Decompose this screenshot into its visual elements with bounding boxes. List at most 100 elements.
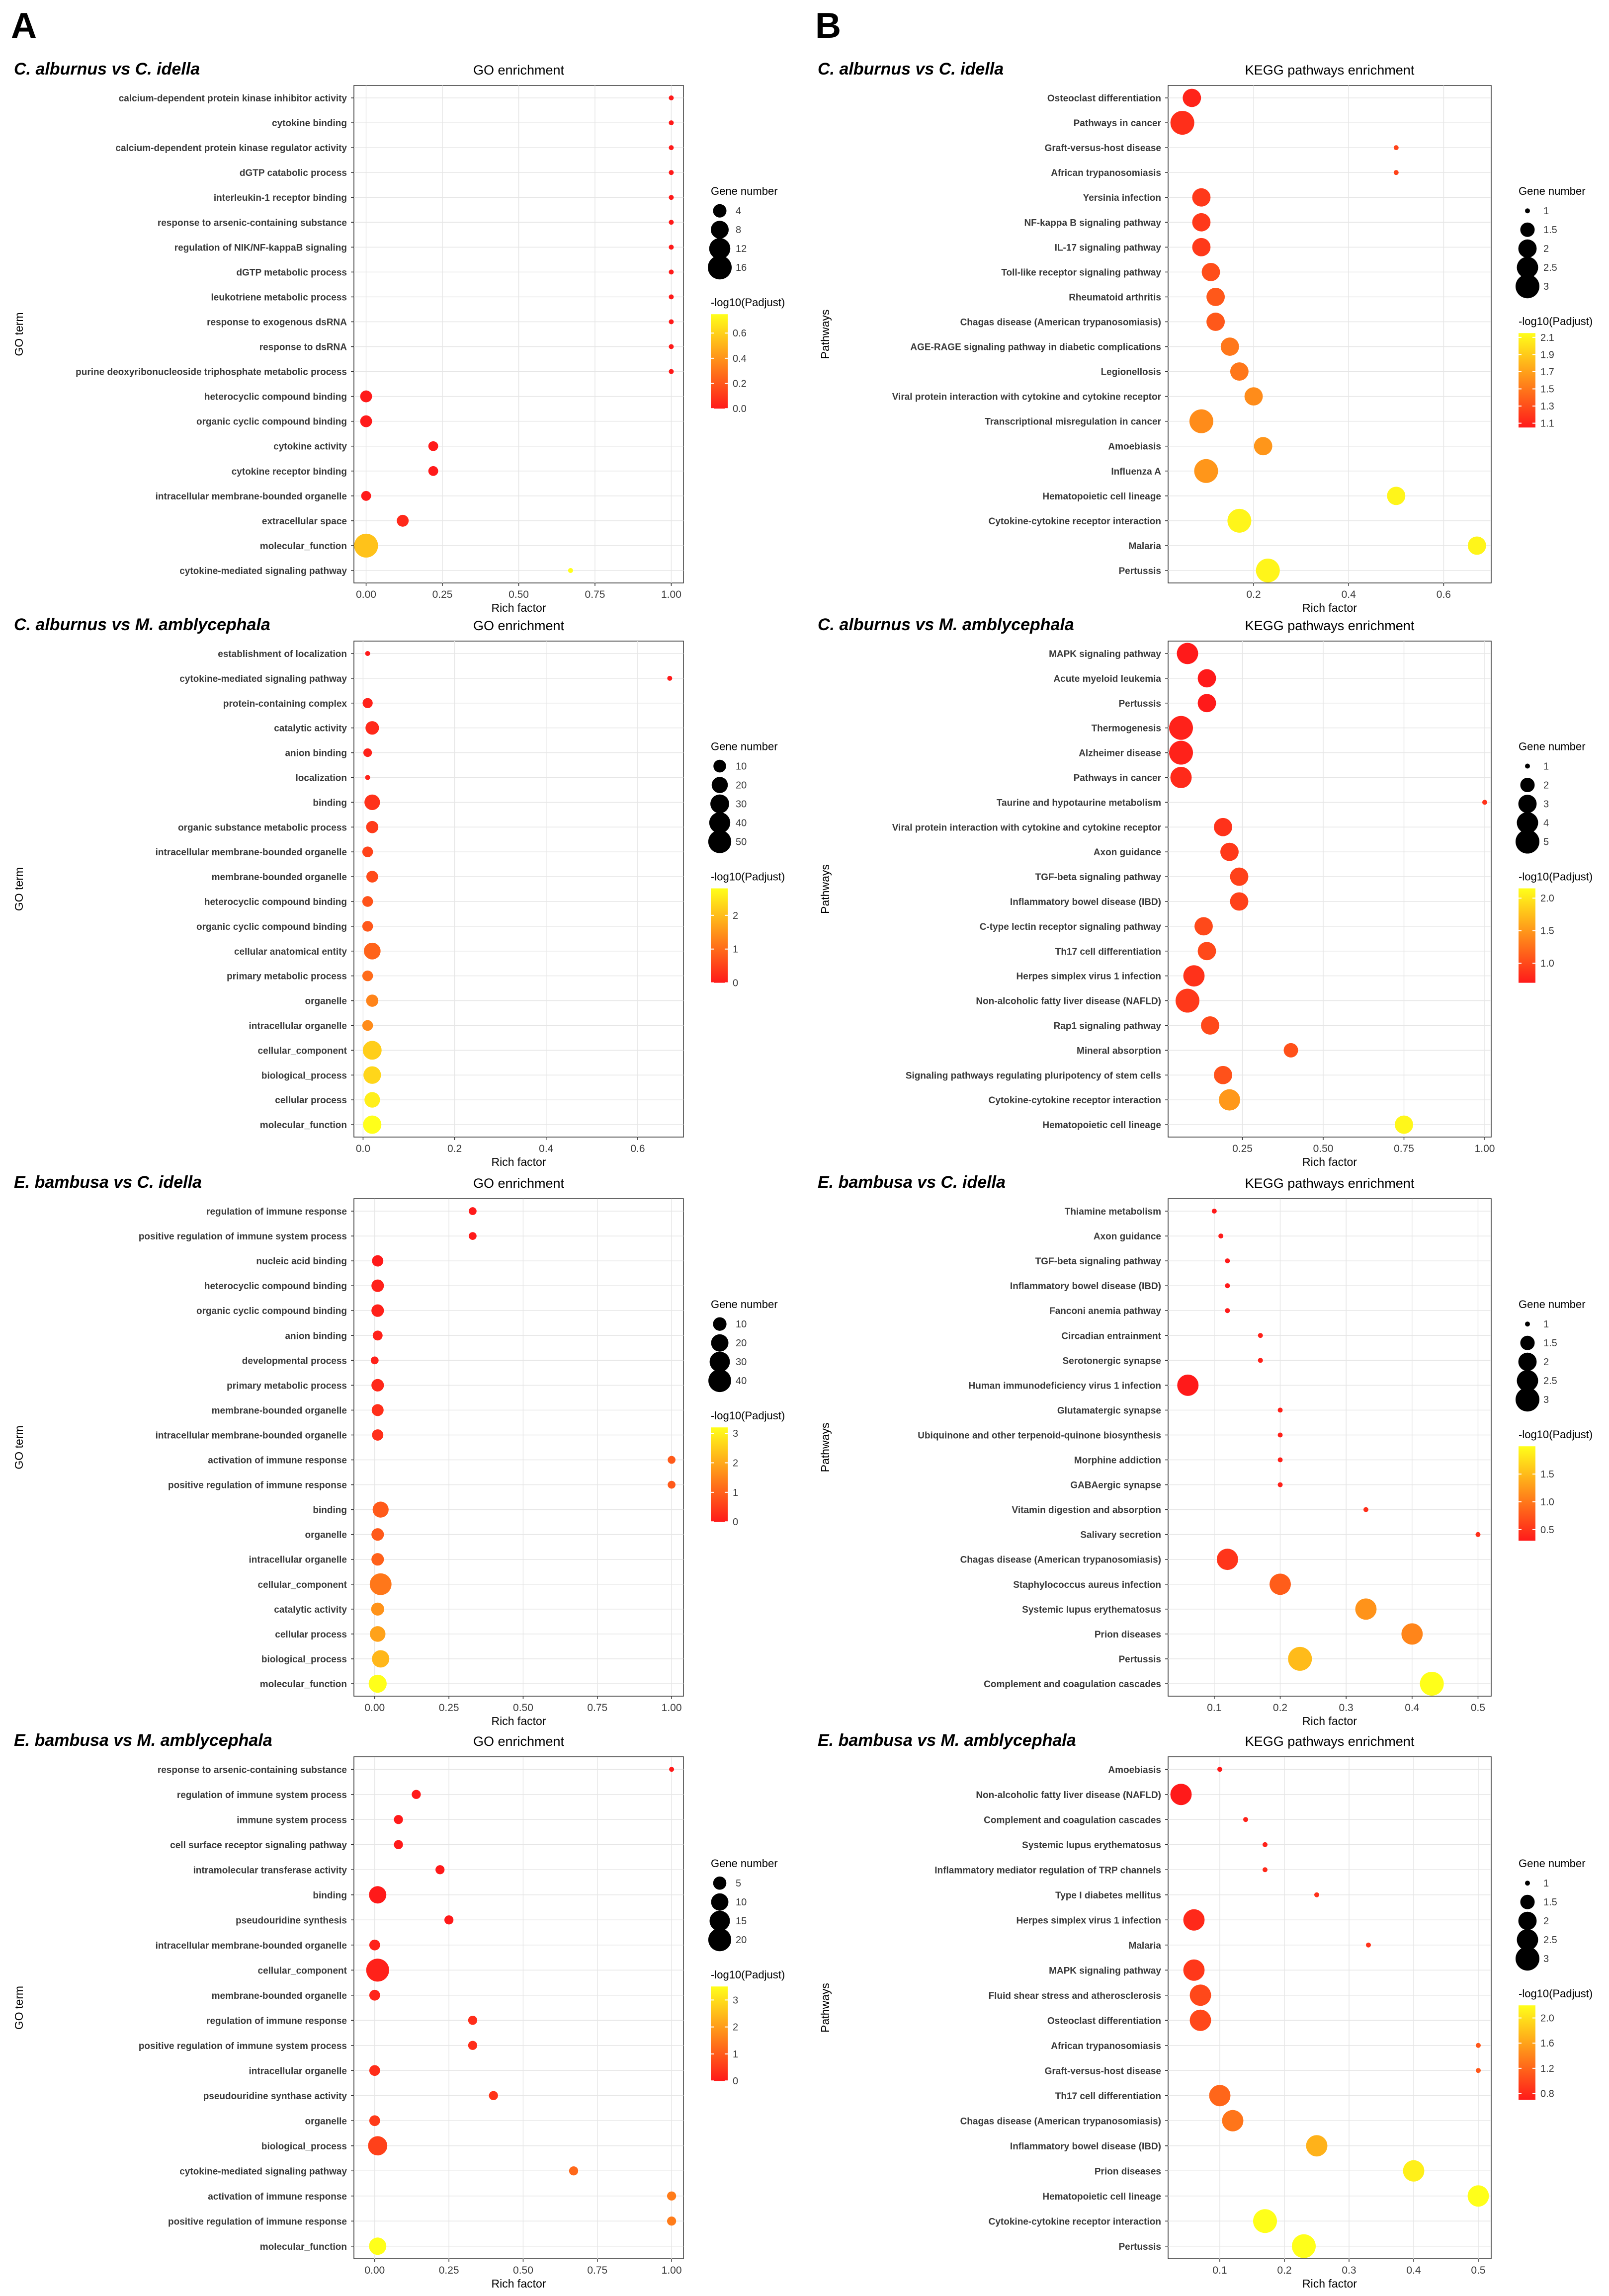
data-point <box>1183 965 1205 987</box>
x-tick-label: 0.2 <box>1273 1702 1287 1714</box>
data-point <box>468 2016 478 2025</box>
y-tick-label: Legionellosis <box>1101 367 1161 378</box>
size-legend-dot <box>713 1876 727 1890</box>
y-tick-label: C-type lectin receptor signaling pathway <box>980 922 1162 932</box>
data-point <box>469 1232 477 1240</box>
size-legend-title: Gene number <box>1519 1298 1586 1311</box>
data-point <box>1403 2160 1425 2182</box>
size-legend-label: 1.5 <box>1543 225 1557 236</box>
y-tick-label: response to exogenous dsRNA <box>207 317 347 328</box>
data-point <box>1393 145 1399 151</box>
y-tick-label: Serotonergic synapse <box>1062 1356 1161 1366</box>
x-tick-label: 0.1 <box>1212 2265 1227 2276</box>
y-tick-label: heterocyclic compound binding <box>204 897 347 907</box>
colorbar-label: 0.0 <box>733 404 747 414</box>
data-point <box>362 921 373 932</box>
y-tick-label: TGF-beta signaling pathway <box>1035 872 1162 883</box>
y-tick-label: AGE-RAGE signaling pathway in diabetic c… <box>910 342 1161 353</box>
data-point <box>365 721 379 735</box>
data-point <box>1476 2068 1481 2073</box>
y-tick-label: molecular_function <box>260 1120 347 1131</box>
colorbar-label: 0.2 <box>733 379 747 390</box>
y-tick-label: Pertussis <box>1118 1654 1161 1665</box>
data-point <box>669 145 674 151</box>
data-point <box>372 1255 384 1267</box>
y-tick-label: Circadian entrainment <box>1061 1331 1161 1341</box>
colorbar-label: 1 <box>733 2049 738 2060</box>
data-point <box>366 820 379 833</box>
y-tick-label: Herpes simplex virus 1 infection <box>1016 972 1161 982</box>
data-point <box>371 1528 384 1541</box>
y-tick-label: African trypanosomiasis <box>1051 168 1161 178</box>
size-legend-label: 20 <box>736 780 747 791</box>
size-legend-title: Gene number <box>711 1298 778 1311</box>
data-point <box>1194 917 1213 936</box>
size-legend-label: 12 <box>736 244 747 254</box>
size-legend-dot <box>708 255 732 280</box>
x-tick-label: 0.25 <box>1232 1143 1253 1154</box>
data-point <box>1218 1233 1224 1239</box>
y-tick-label: Influenza A <box>1111 467 1161 477</box>
color-legend-title: -log10(Padjust) <box>1519 1428 1593 1441</box>
size-legend-dot <box>1517 812 1538 834</box>
data-point <box>1263 1842 1268 1847</box>
size-legend-dot <box>711 777 728 793</box>
data-point <box>369 2237 387 2255</box>
colorbar-label: 1.9 <box>1540 349 1554 360</box>
data-point <box>1420 1671 1444 1696</box>
size-legend-label: 2 <box>1543 1357 1549 1368</box>
data-point <box>362 698 373 708</box>
colorbar <box>1519 333 1535 428</box>
y-tick-label: Chagas disease (American trypanosomiasis… <box>960 1555 1161 1565</box>
data-point <box>667 2191 677 2201</box>
x-tick-label: 0.50 <box>1313 1143 1334 1154</box>
size-legend-dot <box>713 1317 727 1331</box>
x-axis-label: Rich factor <box>1302 601 1357 614</box>
data-point <box>397 514 409 527</box>
y-tick-label: Osteoclast differentiation <box>1047 2016 1161 2026</box>
data-point <box>1177 1374 1199 1396</box>
data-point <box>1214 1066 1232 1084</box>
data-point <box>364 1092 380 1108</box>
x-tick-label: 1.00 <box>1475 1143 1495 1154</box>
data-point <box>1169 716 1193 740</box>
size-legend-dot <box>1525 1881 1530 1886</box>
y-tick-label: intracellular organelle <box>249 1555 347 1565</box>
size-legend-dot <box>1516 274 1539 299</box>
y-tick-label: Mineral absorption <box>1077 1046 1161 1056</box>
y-tick-label: Acute myeloid leukemia <box>1054 674 1162 684</box>
y-tick-label: Transcriptional misregulation in cancer <box>985 417 1161 427</box>
size-legend-dot <box>1516 829 1539 854</box>
y-tick-label: Hematopoietic cell lineage <box>1042 2192 1161 2202</box>
y-tick-label: Cytokine-cytokine receptor interaction <box>989 1095 1161 1106</box>
x-tick-label: 0.1 <box>1207 1702 1221 1714</box>
color-legend-title: -log10(Padjust) <box>711 1409 785 1422</box>
data-point <box>371 1404 384 1416</box>
y-tick-label: pseudouridine synthase activity <box>203 2091 347 2102</box>
colorbar <box>1519 1446 1535 1541</box>
y-tick-label: organic cyclic compound binding <box>196 1306 347 1316</box>
data-point <box>669 120 674 126</box>
data-point <box>428 466 438 476</box>
data-point <box>1277 1457 1283 1463</box>
y-tick-label: MAPK signaling pathway <box>1049 1966 1161 1976</box>
data-point <box>1201 1016 1219 1035</box>
colorbar-label: 1.6 <box>1540 2038 1554 2049</box>
colorbar-label: 2.0 <box>1540 893 1554 904</box>
y-tick-label: Viral protein interaction with cytokine … <box>892 822 1162 833</box>
y-tick-label: catalytic activity <box>274 724 347 734</box>
y-tick-label: GABAergic synapse <box>1070 1480 1161 1491</box>
x-tick-label: 0.2 <box>447 1143 462 1154</box>
y-tick-label: Inflammatory mediator regulation of TRP … <box>934 1865 1161 1876</box>
y-tick-label: intracellular membrane-bounded organelle <box>156 492 347 502</box>
y-tick-label: cell surface receptor signaling pathway <box>170 1840 347 1851</box>
data-point <box>363 1066 381 1084</box>
y-tick-label: binding <box>313 1505 347 1516</box>
size-legend-dot <box>713 759 726 773</box>
y-tick-label: cellular_component <box>258 1046 347 1056</box>
data-point <box>371 1602 384 1616</box>
data-point <box>1467 536 1486 555</box>
y-tick-label: cellular_component <box>258 1580 347 1590</box>
comparison-label: C. alburnus vs M. amblycephala <box>818 615 1074 634</box>
data-point <box>1258 1333 1263 1338</box>
